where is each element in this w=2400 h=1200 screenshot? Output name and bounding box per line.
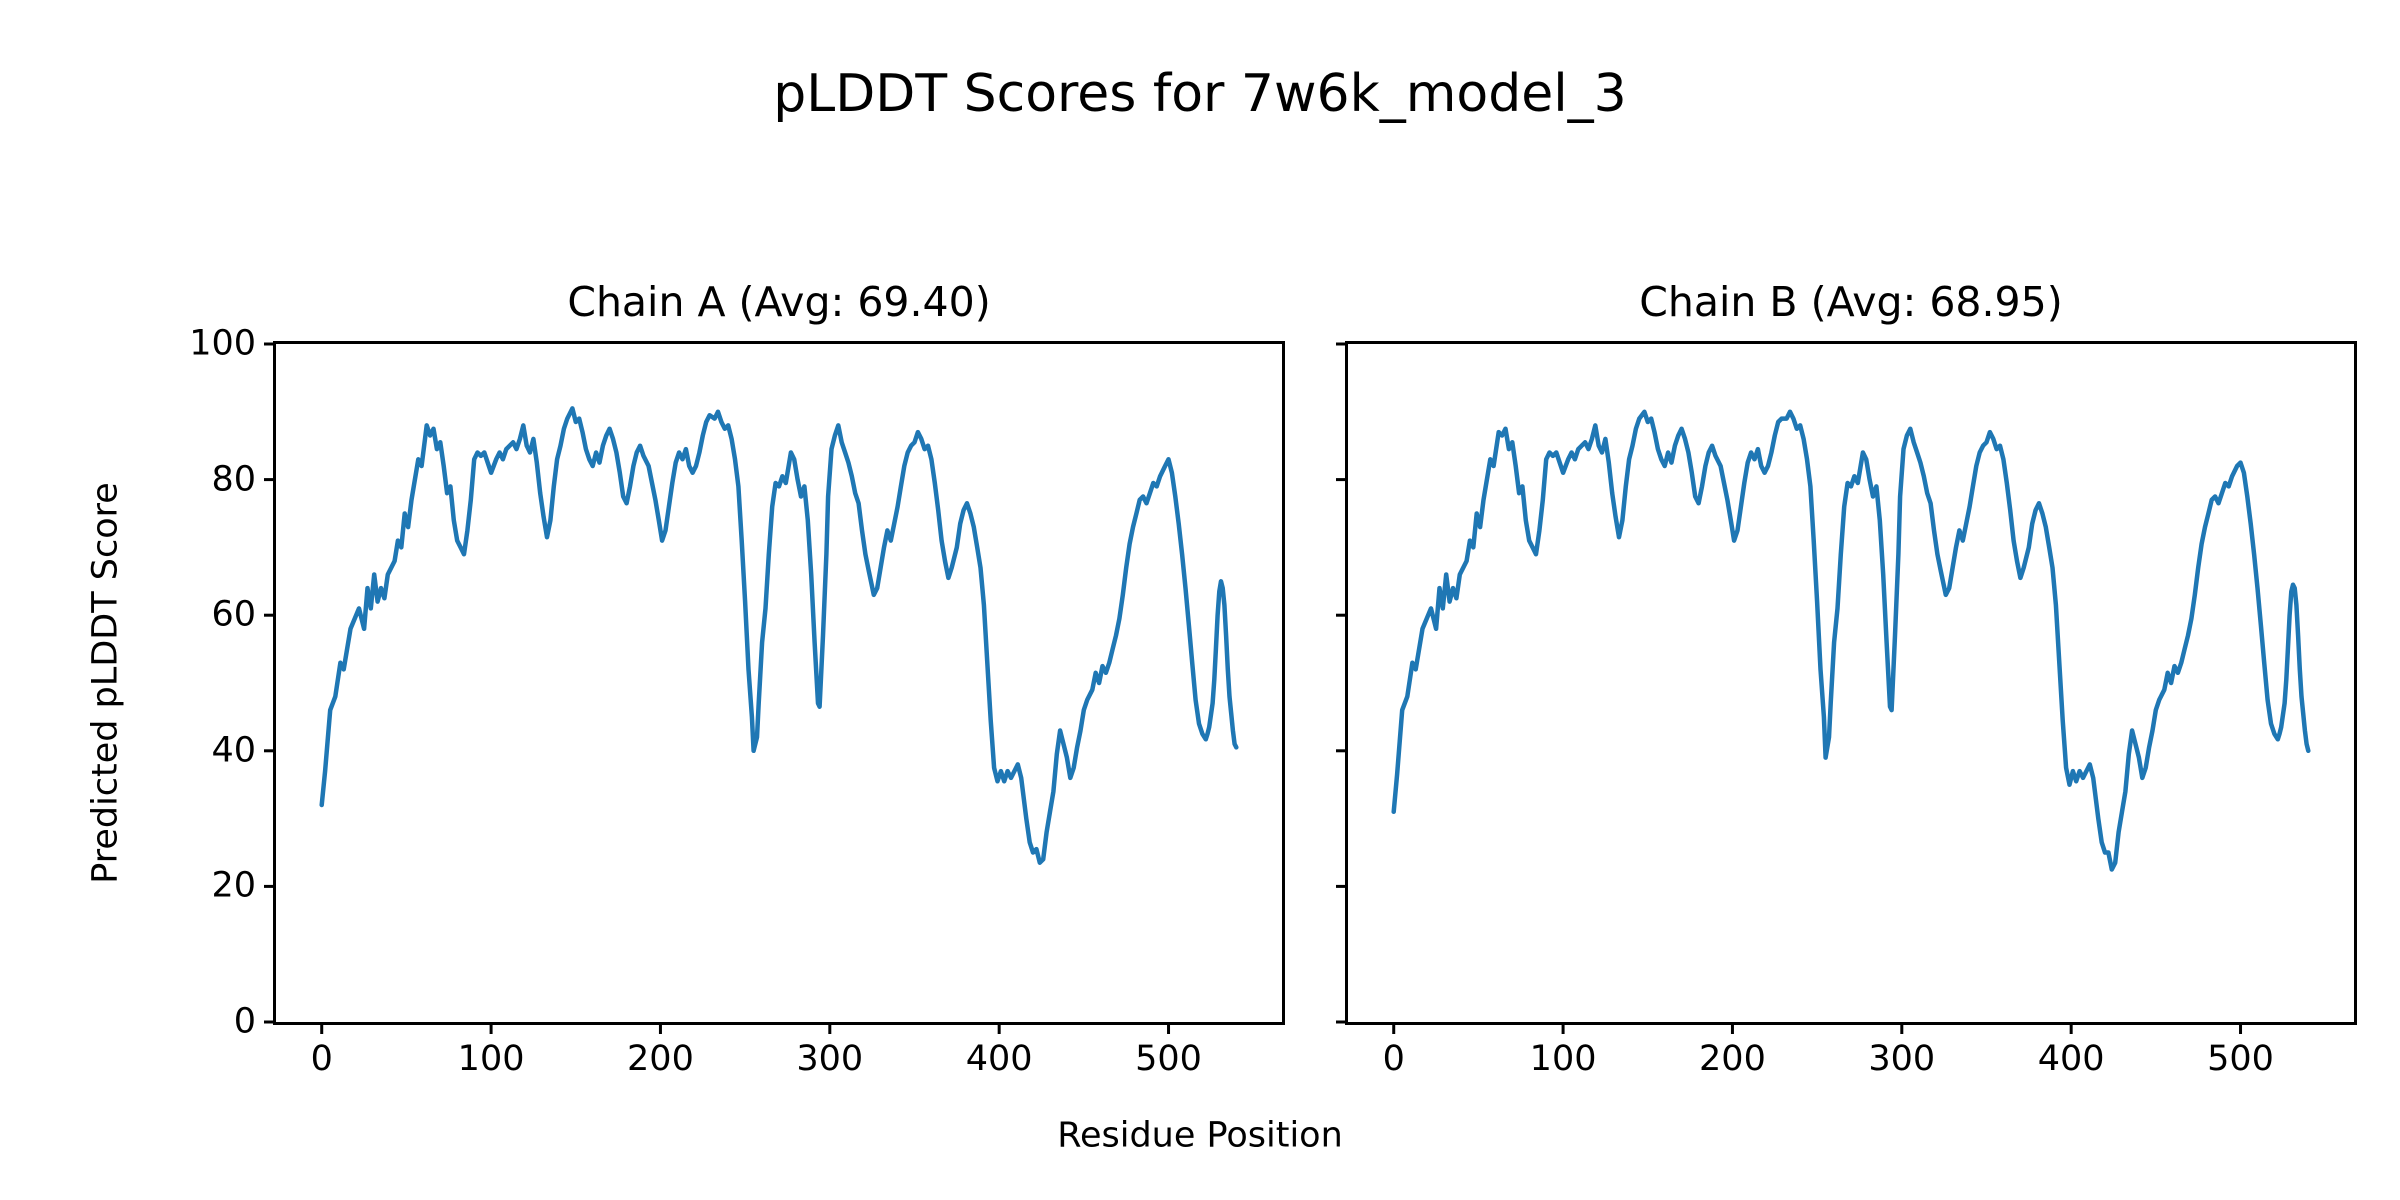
plddt-line [319, 406, 1239, 865]
x-tick-label: 100 [457, 1039, 525, 1079]
subplot-a-title: Chain A (Avg: 69.40) [567, 278, 991, 326]
y-tick-label: 0 [233, 1001, 256, 1042]
x-tick-label: 400 [965, 1039, 1033, 1079]
plddt-line [1391, 409, 2311, 872]
x-tick-label: 500 [1135, 1039, 1202, 1079]
subplot-chain-b: Chain B (Avg: 68.95) 0 100 200 300 400 500 [1336, 282, 2357, 1077]
x-tick-label: 300 [796, 1039, 864, 1079]
y-tick-label: 40 [211, 730, 256, 771]
y-tick-label: 60 [211, 594, 256, 635]
x-axis-label: Residue Position [1057, 1115, 1343, 1156]
x-tick-label: 500 [2207, 1039, 2274, 1079]
y-tick-label: 80 [211, 459, 256, 500]
x-tick-label: 400 [2037, 1039, 2105, 1079]
x-tick-label: 0 [310, 1039, 333, 1079]
figure-title: pLDDT Scores for 7w6k_model_3 [773, 64, 1627, 124]
y-tick-label: 100 [189, 323, 256, 364]
y-tick-label: 20 [211, 865, 256, 906]
x-tick-label: 200 [1699, 1039, 1766, 1079]
subplot-chain-a: Chain A (Avg: 69.40) 0 100 200 300 400 500 0 20… [189, 282, 1285, 1077]
x-tick-label: 300 [1868, 1039, 1936, 1079]
subplot-b-title: Chain B (Avg: 68.95) [1639, 278, 2063, 326]
chain-b-line-chart [1336, 342, 2311, 1034]
x-tick-label: 0 [1382, 1039, 1405, 1079]
x-tick-label: 200 [627, 1039, 694, 1079]
chain-a-line-chart [264, 342, 1239, 1034]
x-tick-label: 100 [1529, 1039, 1597, 1079]
y-axis-label: Predicted pLDDT Score [85, 482, 126, 884]
